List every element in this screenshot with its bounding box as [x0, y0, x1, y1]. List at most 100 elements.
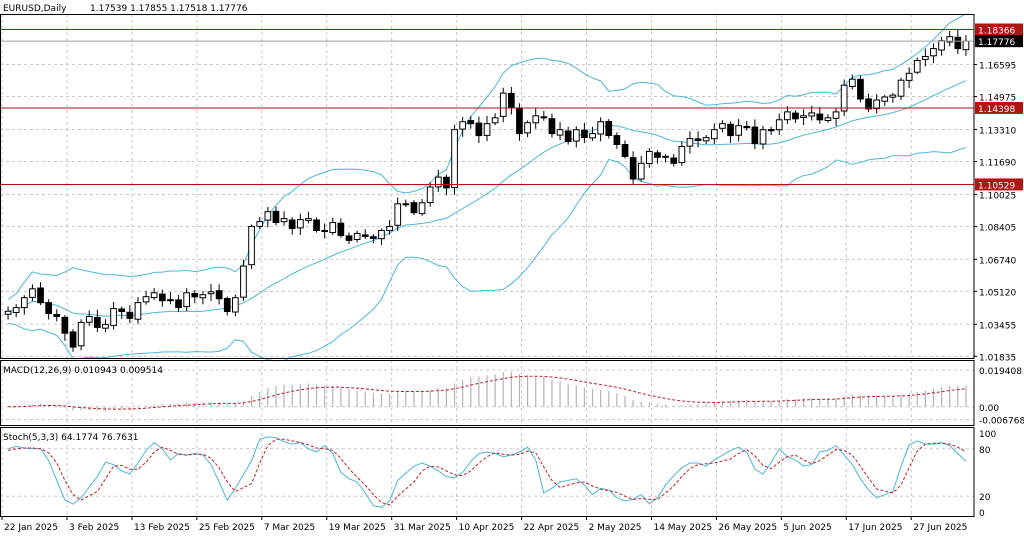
time-axis-label: 22 Apr 2025 [524, 523, 580, 533]
level-price-label: 1.14398 [978, 105, 1015, 115]
candle-body [142, 296, 150, 303]
candle-body [288, 219, 296, 229]
candle-body [232, 297, 239, 313]
macd-axis-label: 0.019408 [979, 367, 1022, 377]
candle-body [102, 323, 109, 329]
candle-body [637, 162, 645, 180]
bollinger-upper-band [7, 13, 967, 300]
level-price-label: 1.10529 [978, 181, 1015, 191]
candle-body [621, 144, 629, 157]
candle-body [508, 92, 515, 109]
candle-body [248, 226, 255, 266]
stoch-axis-label: 80 [979, 446, 991, 456]
candle-body [272, 210, 280, 223]
candle-body [240, 265, 247, 298]
candle-body [264, 211, 272, 221]
level-price-tag [975, 23, 1023, 36]
candle-body [134, 302, 142, 320]
candle-body [77, 321, 85, 347]
candle-body [532, 115, 540, 124]
candle-body [913, 60, 921, 73]
candle-body [540, 116, 548, 119]
candle-body [329, 222, 337, 234]
candle-body [215, 290, 223, 300]
candle-body [719, 123, 726, 129]
bollinger-middle-band [7, 80, 967, 317]
level-price-tag [975, 101, 1023, 114]
candle-body [654, 152, 661, 158]
candle-body [53, 314, 61, 317]
candle-body [12, 307, 20, 314]
candle-body [483, 123, 491, 136]
candle-body [865, 98, 872, 110]
candle-body [751, 126, 759, 144]
time-axis-label: 17 Jun 2025 [848, 523, 902, 533]
candle-body [524, 122, 531, 134]
candle-body [670, 157, 678, 164]
candle-body [832, 111, 840, 119]
price-axis-label: 1.08405 [979, 223, 1016, 233]
time-axis-label: 5 Jun 2025 [783, 523, 831, 533]
candle-body [775, 119, 783, 131]
candle-body [183, 292, 191, 308]
candle-body [386, 226, 393, 232]
candle-body [223, 298, 231, 312]
candle-body [426, 186, 434, 203]
candle-body [905, 72, 913, 81]
price-axis-label: 1.05120 [979, 288, 1016, 298]
candle-body [110, 308, 117, 326]
price-axis-label: 1.14975 [979, 94, 1016, 104]
candle-body [37, 287, 44, 304]
candle-body [613, 135, 621, 146]
bollinger-lower-band [7, 147, 967, 362]
candle-body [516, 107, 523, 135]
candle-body [467, 120, 475, 125]
ohlc-header: 1.17539 1.17855 1.17518 1.17776 [90, 4, 248, 14]
time-axis-label: 14 May 2025 [653, 523, 712, 533]
pane-frame [0, 360, 975, 426]
last-price-label: 1.17776 [978, 38, 1015, 48]
candle-body [548, 118, 556, 135]
candle-body [280, 218, 288, 223]
candle-body [297, 219, 304, 229]
candle-body [159, 293, 166, 302]
level-price-tag [975, 178, 1023, 191]
candle-body [199, 294, 207, 299]
candle-body [313, 219, 320, 231]
candle-body [305, 218, 312, 221]
candle-body [45, 302, 52, 315]
candle-body [256, 221, 264, 227]
candle-body [345, 235, 353, 241]
candle-body [759, 129, 767, 145]
candle-body [873, 99, 880, 110]
candle-body [418, 202, 426, 215]
candle-body [686, 138, 694, 147]
price-axis-label: 1.13310 [979, 126, 1016, 136]
candle-body [61, 316, 69, 334]
time-axis-label: 3 Feb 2025 [69, 523, 119, 533]
candle-body [451, 129, 458, 188]
candle-body [727, 123, 734, 137]
candle-body [581, 129, 588, 138]
candle-body [881, 96, 889, 102]
candle-body [897, 79, 905, 97]
pane-frame [0, 14, 975, 359]
candle-body [629, 157, 637, 180]
time-axis-label: 27 Jun 2025 [913, 523, 967, 533]
macd-signal-line [8, 375, 966, 410]
candle-body [94, 317, 101, 328]
time-axis-label: 10 Apr 2025 [459, 523, 515, 533]
candle-body [118, 308, 126, 312]
candle-body [808, 112, 816, 117]
candle-body [662, 155, 669, 158]
price-axis-label: 1.11690 [979, 158, 1016, 168]
candle-body [646, 150, 653, 164]
candle-body [21, 297, 28, 309]
candle-body [564, 130, 572, 142]
candle-body [954, 36, 962, 50]
candle-body [475, 122, 483, 137]
time-axis-label: 26 May 2025 [718, 523, 777, 533]
